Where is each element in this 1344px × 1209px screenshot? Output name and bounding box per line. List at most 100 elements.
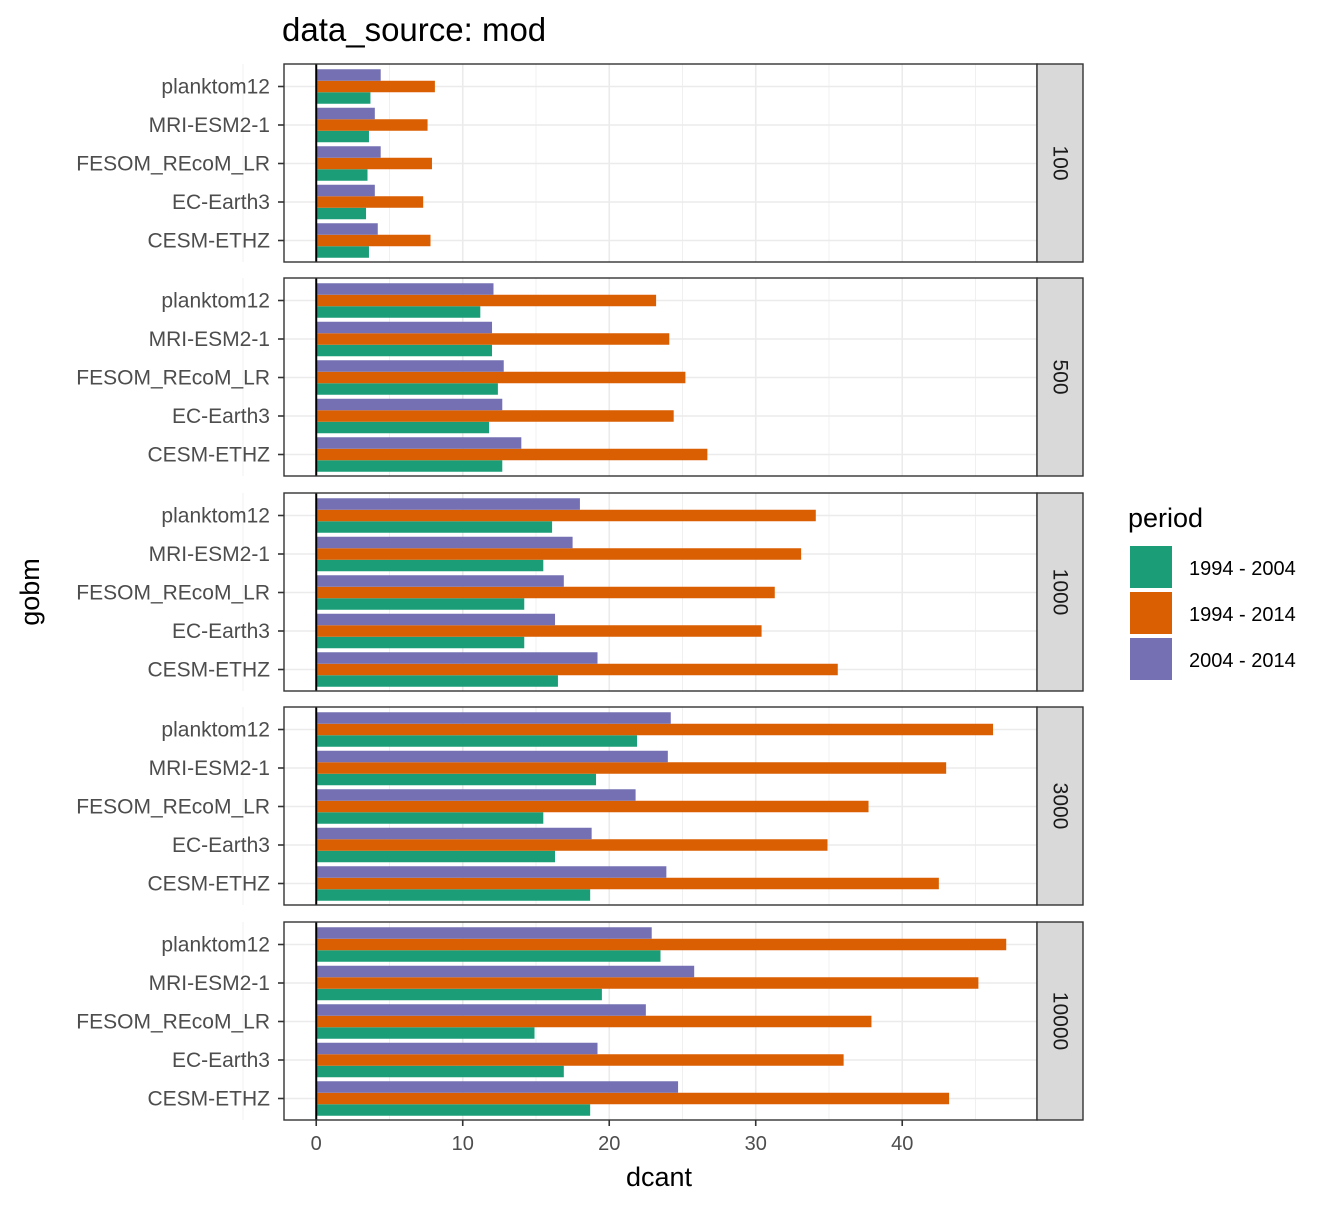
y-tick-label: FESOM_REcoM_LR (76, 582, 270, 605)
bar-1000-planktom12-2004-2014 (316, 498, 580, 510)
bar-10000-planktom12-2004-2014 (316, 927, 652, 939)
bar-500-FESOM_REcoM_LR-2004-2014 (316, 360, 504, 372)
legend-key (1130, 592, 1172, 634)
bar-1000-CESM-ETHZ-1994-2004 (316, 675, 558, 687)
bar-1000-FESOM_REcoM_LR-1994-2014 (316, 586, 775, 599)
facet-strip (1036, 63, 1084, 263)
bar-100-EC-Earth3-2004-2014 (316, 184, 375, 197)
bar-100-planktom12-1994-2004 (316, 92, 371, 104)
bar-10000-FESOM_REcoM_LR-2004-2014 (316, 1004, 646, 1016)
facet-panel-10000: planktom12 MRI-ESM2-1 FESOM_REcoM_LR EC-Ear… (76, 921, 1084, 1121)
bar-1000-MRI-ESM2-1-1994-2014 (316, 548, 802, 560)
bar-3000-planktom12-1994-2014 (316, 723, 994, 736)
bar-500-planktom12-2004-2014 (316, 283, 494, 295)
bar-10000-CESM-ETHZ-2004-2014 (316, 1081, 679, 1093)
bar-1000-EC-Earth3-1994-2004 (316, 636, 525, 649)
bar-100-MRI-ESM2-1-1994-2014 (316, 119, 428, 131)
y-tick-label: planktom12 (161, 505, 270, 528)
bar-500-CESM-ETHZ-1994-2014 (316, 448, 708, 461)
bar-10000-EC-Earth3-2004-2014 (316, 1042, 598, 1055)
bar-10000-MRI-ESM2-1-1994-2004 (316, 988, 602, 1001)
y-tick-label: MRI-ESM2-1 (149, 328, 270, 351)
bar-10000-FESOM_REcoM_LR-1994-2004 (316, 1027, 535, 1039)
facet-strip (1036, 492, 1084, 692)
facet-panel-100: planktom12 MRI-ESM2-1 FESOM_REcoM_LR EC-Ear… (76, 63, 1084, 263)
bar-1000-MRI-ESM2-1-1994-2004 (316, 559, 544, 572)
bar-100-CESM-ETHZ-1994-2014 (316, 234, 431, 247)
facet-strip-label: 500 (1049, 359, 1072, 394)
bar-100-CESM-ETHZ-1994-2004 (316, 246, 369, 258)
y-tick-label: FESOM_REcoM_LR (76, 796, 270, 819)
bar-1000-CESM-ETHZ-2004-2014 (316, 652, 598, 664)
bar-3000-FESOM_REcoM_LR-1994-2014 (316, 800, 869, 813)
bar-10000-MRI-ESM2-1-1994-2014 (316, 977, 979, 989)
bar-100-MRI-ESM2-1-2004-2014 (316, 107, 375, 120)
legend-key (1130, 638, 1172, 680)
bar-3000-CESM-ETHZ-1994-2004 (316, 889, 591, 901)
chart-title: data_source: mod (282, 11, 546, 48)
bar-100-FESOM_REcoM_LR-1994-2014 (316, 157, 432, 170)
bar-1000-planktom12-1994-2014 (316, 509, 816, 522)
bar-500-FESOM_REcoM_LR-1994-2014 (316, 371, 686, 384)
bar-100-CESM-ETHZ-2004-2014 (316, 223, 378, 235)
x-axis-title: dcant (626, 1162, 693, 1192)
bar-500-CESM-ETHZ-1994-2004 (316, 460, 503, 472)
y-tick-label: EC-Earth3 (172, 1049, 270, 1072)
bar-1000-CESM-ETHZ-1994-2014 (316, 663, 838, 676)
facet-panel-500: planktom12 MRI-ESM2-1 FESOM_REcoM_LR EC-Ear… (76, 277, 1084, 477)
y-tick-label: CESM-ETHZ (148, 873, 271, 896)
facet-strip (1036, 277, 1084, 477)
bar-500-MRI-ESM2-1-1994-2004 (316, 344, 493, 357)
bar-3000-MRI-ESM2-1-2004-2014 (316, 750, 668, 763)
y-tick-label: MRI-ESM2-1 (149, 114, 270, 137)
facet-strip (1036, 706, 1084, 906)
legend-label: 2004 - 2014 (1189, 650, 1296, 672)
y-tick-label: MRI-ESM2-1 (149, 543, 270, 566)
bar-100-FESOM_REcoM_LR-2004-2014 (316, 146, 381, 158)
y-tick-label: planktom12 (161, 76, 270, 99)
legend-label: 1994 - 2014 (1189, 604, 1296, 626)
bar-3000-EC-Earth3-1994-2014 (316, 839, 828, 851)
facet-strip (1036, 921, 1084, 1121)
legend-key (1130, 546, 1172, 588)
bar-500-CESM-ETHZ-2004-2014 (316, 437, 522, 449)
bar-10000-FESOM_REcoM_LR-1994-2014 (316, 1015, 872, 1028)
bar-1000-EC-Earth3-1994-2014 (316, 625, 762, 637)
bar-500-planktom12-1994-2004 (316, 306, 481, 318)
y-tick-label: CESM-ETHZ (148, 230, 271, 253)
bar-10000-EC-Earth3-1994-2004 (316, 1065, 564, 1078)
y-tick-label: FESOM_REcoM_LR (76, 153, 270, 176)
y-tick-label: FESOM_REcoM_LR (76, 367, 270, 390)
y-tick-label: FESOM_REcoM_LR (76, 1011, 270, 1034)
bar-1000-planktom12-1994-2004 (316, 521, 553, 533)
x-tick-label: 20 (598, 1133, 620, 1155)
bar-10000-planktom12-1994-2014 (316, 938, 1007, 951)
bar-500-EC-Earth3-1994-2004 (316, 421, 490, 434)
bar-3000-FESOM_REcoM_LR-2004-2014 (316, 789, 636, 801)
bar-100-MRI-ESM2-1-1994-2004 (316, 130, 369, 143)
bar-500-planktom12-1994-2014 (316, 294, 657, 307)
y-tick-label: planktom12 (161, 934, 270, 957)
bar-3000-MRI-ESM2-1-1994-2014 (316, 762, 947, 774)
y-tick-label: MRI-ESM2-1 (149, 757, 270, 780)
bar-500-MRI-ESM2-1-1994-2014 (316, 333, 670, 345)
x-tick-label: 10 (452, 1133, 474, 1155)
legend-title: period (1128, 503, 1203, 533)
bar-3000-EC-Earth3-2004-2014 (316, 827, 592, 840)
bar-500-MRI-ESM2-1-2004-2014 (316, 321, 493, 334)
bar-3000-CESM-ETHZ-2004-2014 (316, 866, 667, 878)
y-tick-label: CESM-ETHZ (148, 659, 271, 682)
bar-100-FESOM_REcoM_LR-1994-2004 (316, 169, 368, 181)
facet-strip-label: 3000 (1049, 783, 1072, 830)
x-axis: 0 10 20 30 40 (311, 1120, 913, 1155)
legend-label: 1994 - 2004 (1189, 558, 1296, 580)
bar-3000-FESOM_REcoM_LR-1994-2004 (316, 812, 544, 824)
y-tick-label: planktom12 (161, 290, 270, 313)
facet-panel-3000: planktom12 MRI-ESM2-1 FESOM_REcoM_LR EC-Ear… (76, 706, 1084, 906)
x-tick-label: 30 (745, 1133, 767, 1155)
bar-500-EC-Earth3-1994-2014 (316, 410, 674, 422)
y-tick-label: EC-Earth3 (172, 834, 270, 857)
y-tick-label: EC-Earth3 (172, 405, 270, 428)
bar-3000-EC-Earth3-1994-2004 (316, 850, 556, 863)
bar-1000-MRI-ESM2-1-2004-2014 (316, 536, 573, 549)
